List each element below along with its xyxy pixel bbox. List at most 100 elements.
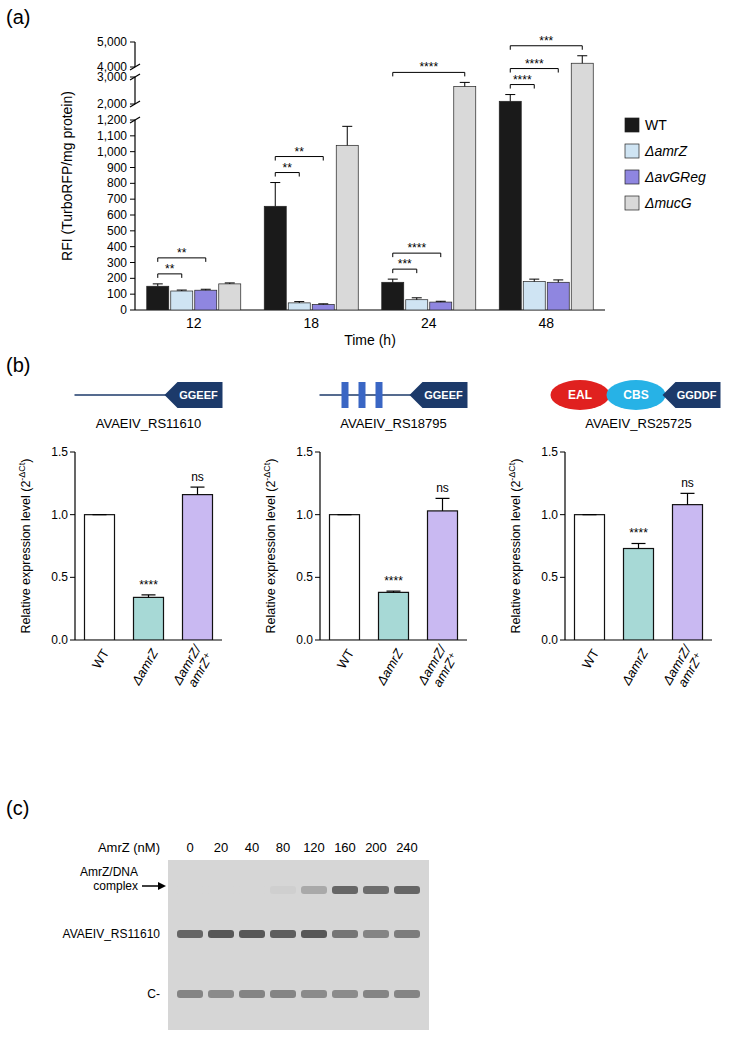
error-cap xyxy=(93,514,107,515)
y-tick-label: 100 xyxy=(107,287,127,301)
lane-label: 40 xyxy=(245,840,259,855)
domain-shape xyxy=(551,380,610,410)
y-axis-title-sup: -ΔCt xyxy=(262,462,272,481)
error-bar xyxy=(201,289,211,291)
significance-label: *** xyxy=(539,34,553,48)
bar xyxy=(454,86,476,310)
error-line xyxy=(347,126,348,145)
y-tick-label: 600 xyxy=(107,208,127,222)
bar xyxy=(330,515,360,640)
y-axis xyxy=(134,77,135,104)
gel-band xyxy=(301,990,327,998)
error-cap xyxy=(553,279,563,280)
error-cap xyxy=(318,303,328,304)
x-axis-title: Time (h) xyxy=(344,332,396,348)
error-bar xyxy=(225,282,235,284)
gel-band xyxy=(208,990,234,998)
error-bar xyxy=(632,543,646,548)
error-cap xyxy=(583,514,597,515)
y-axis-title-part: Relative expression level (2 xyxy=(264,481,278,634)
domain-shape xyxy=(663,382,721,408)
panel-b-chart: GGEEFAVAEIV_RS116100.00.51.01.5Relative … xyxy=(17,382,223,695)
y-tick-label: 1,100 xyxy=(97,129,127,143)
error-cap xyxy=(153,283,163,284)
significance-label: *** xyxy=(398,257,412,271)
gel-band xyxy=(394,990,420,998)
gel-band xyxy=(270,886,296,894)
error-cap xyxy=(460,82,470,83)
error-line xyxy=(687,493,688,504)
error-bar xyxy=(338,514,352,515)
error-line xyxy=(197,487,198,495)
axis-break xyxy=(130,64,140,70)
gel-band xyxy=(301,886,327,894)
y-tick xyxy=(560,640,565,641)
y-tick xyxy=(130,310,135,311)
x-tick-label: 18 xyxy=(303,315,319,331)
lane-label: 240 xyxy=(396,840,418,855)
domain-shape xyxy=(165,382,223,408)
significance-label: ** xyxy=(283,161,293,175)
significance-label: **** xyxy=(629,526,648,540)
x-tick-label: ΔamrZ xyxy=(618,645,652,688)
error-bar xyxy=(93,514,107,515)
x-tick-label: ΔamrZ/amrZ⁺ xyxy=(169,642,217,696)
significance-label: **** xyxy=(513,73,532,87)
gel-band xyxy=(394,886,420,894)
significance-label: **** xyxy=(419,60,438,74)
panel-c: AmrZ (nM)0204080120160200240AmrZ/DNAcomp… xyxy=(63,840,429,1030)
axis-break xyxy=(130,117,140,123)
bars xyxy=(85,487,213,640)
x-tick-label-line: amrZ⁺ xyxy=(185,650,217,690)
error-cap xyxy=(412,297,422,298)
domain-diagram: EALCBSGGDDF xyxy=(551,380,721,410)
y-tick xyxy=(130,167,135,168)
panel-a: 01002003004005006007008009001,0001,1001,… xyxy=(59,34,706,348)
y-tick-label: 0.5 xyxy=(296,570,313,584)
y-tick-label: 1,200 xyxy=(97,113,127,127)
error-cap xyxy=(388,279,398,280)
lane-label: 0 xyxy=(186,840,193,855)
gel-band xyxy=(208,930,234,938)
y-tick xyxy=(315,452,320,453)
error-bar xyxy=(681,493,695,504)
bar xyxy=(379,592,409,640)
domain-label: EAL xyxy=(568,388,592,402)
gel-background xyxy=(168,860,429,1030)
error-bar xyxy=(342,126,352,145)
error-cap xyxy=(177,290,187,291)
gel-band xyxy=(177,990,203,998)
x-tick-label-line: ΔamrZ xyxy=(373,645,407,688)
bar xyxy=(571,63,593,310)
error-line xyxy=(638,543,639,548)
significance-label: ns xyxy=(681,476,694,490)
error-bar xyxy=(436,498,450,511)
gel-band xyxy=(363,930,389,938)
bar xyxy=(406,300,428,310)
y-tick-label: 2,000 xyxy=(97,97,127,111)
error-cap xyxy=(225,282,235,283)
y-tick xyxy=(560,514,565,515)
error-line xyxy=(464,82,465,86)
y-tick xyxy=(130,294,135,295)
x-tick-label: 12 xyxy=(186,315,202,331)
domain-diagram: GGEEF xyxy=(75,382,223,408)
error-bar xyxy=(177,290,187,292)
x-tick-label-line: amrZ⁺ xyxy=(430,650,462,690)
y-tick xyxy=(130,246,135,247)
error-bar xyxy=(436,301,446,303)
error-cap xyxy=(338,514,352,515)
x-tick-label-line: ΔamrZ xyxy=(618,645,652,688)
significance-label: ** xyxy=(295,145,305,159)
error-cap xyxy=(577,55,587,56)
error-bar xyxy=(412,298,422,300)
tm-helix xyxy=(359,382,366,408)
x-tick-label: WT xyxy=(89,646,112,671)
y-tick xyxy=(130,77,135,78)
y-axis-title-part: Relative expression level (2 xyxy=(509,481,523,634)
y-tick-label: 400 xyxy=(107,240,127,254)
bar xyxy=(336,145,358,310)
x-tick-label: 24 xyxy=(421,315,437,331)
legend-swatch xyxy=(625,118,639,132)
error-cap xyxy=(436,498,450,499)
